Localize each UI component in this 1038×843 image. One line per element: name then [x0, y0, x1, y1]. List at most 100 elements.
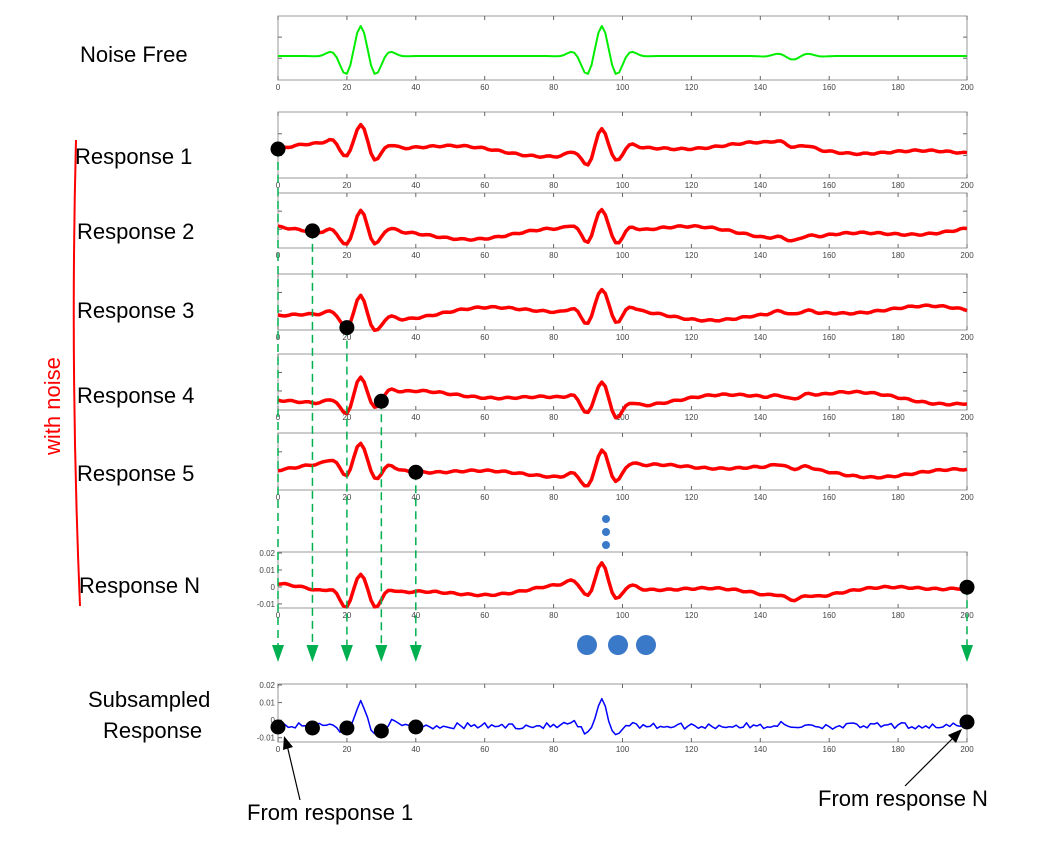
x-tick-label: 60 [480, 181, 489, 190]
x-tick-label: 140 [754, 333, 768, 342]
sample-dot [408, 464, 424, 480]
x-tick-label: 0 [276, 83, 281, 92]
label-response-n: Response N [79, 573, 200, 598]
x-tick-label: 200 [960, 333, 974, 342]
arrow-from-response-n [904, 735, 956, 787]
x-tick-label: 140 [754, 611, 768, 620]
x-tick-label: 160 [823, 413, 837, 422]
x-tick-label: 100 [616, 83, 630, 92]
x-tick-label: 80 [549, 251, 558, 260]
axes-box [277, 353, 968, 411]
x-tick-label: 120 [685, 251, 699, 260]
label-response-5: Response 5 [77, 461, 194, 486]
x-tick-label: 180 [891, 413, 905, 422]
response-signal [277, 441, 968, 488]
arrowhead-from-response-1 [283, 736, 293, 750]
y-tick-label: -0.01 [257, 734, 276, 743]
panel-noise-free: 0 20 40 60 80 100 120 140 160 180 200 [276, 15, 974, 92]
x-tick-label: 80 [549, 745, 558, 754]
down-arrow-icon [409, 645, 422, 662]
x-tick-label: 120 [685, 413, 699, 422]
x-tick-label: 180 [891, 745, 905, 754]
response-signal [277, 287, 968, 333]
x-tick-label: 100 [616, 251, 630, 260]
label-response-3: Response 3 [77, 298, 194, 323]
x-tick-label: 160 [823, 83, 837, 92]
down-arrow-icon [306, 645, 319, 662]
sample-dot [373, 393, 389, 409]
x-tick-label: 140 [754, 83, 768, 92]
x-tick-label: 0 [276, 181, 281, 190]
axes-box [277, 111, 968, 179]
sample-dot [270, 141, 286, 157]
x-tick-label: 60 [480, 493, 489, 502]
x-tick-label: 80 [549, 333, 558, 342]
x-tick-label: 120 [685, 181, 699, 190]
x-tick-label: 100 [616, 181, 630, 190]
noise-free-signal [278, 25, 967, 75]
subsampled-dot [408, 719, 424, 735]
x-tick-label: 20 [342, 251, 351, 260]
response-signal [277, 122, 968, 167]
x-tick-label: 100 [616, 745, 630, 754]
x-tick-label: 120 [685, 83, 699, 92]
x-tick-label: 0 [276, 745, 281, 754]
y-tick-label: 0.02 [259, 549, 275, 558]
label-response-1: Response 1 [75, 144, 192, 169]
x-tick-label: 200 [960, 493, 974, 502]
vertical-ellipsis-dot [602, 515, 610, 523]
panel-response-n: 0204060801001201401601802000.020.010-0.0… [257, 549, 974, 620]
x-tick-label: 120 [685, 333, 699, 342]
x-tick-label: 140 [754, 745, 768, 754]
x-tick-label: 40 [411, 745, 420, 754]
x-tick-label: 0 [276, 611, 281, 620]
x-tick-label: 200 [960, 181, 974, 190]
x-tick-label: 40 [411, 413, 420, 422]
y-tick-label: 0.01 [259, 566, 275, 575]
x-tick-label: 40 [411, 181, 420, 190]
subsampled-dot [959, 714, 975, 730]
x-tick-label: 200 [960, 413, 974, 422]
x-tick-label: 80 [549, 413, 558, 422]
down-arrow-icon [375, 645, 388, 662]
y-tick-label: -0.01 [257, 600, 276, 609]
down-arrow-icon [961, 645, 973, 662]
x-tick-label: 40 [411, 83, 420, 92]
axes-box [277, 273, 968, 331]
x-tick-label: 140 [754, 413, 768, 422]
response-signal [277, 561, 968, 609]
subsampled-dot [304, 720, 320, 736]
x-tick-label: 20 [342, 181, 351, 190]
down-arrow-icon [272, 645, 284, 662]
vertical-ellipsis-dot [602, 528, 610, 536]
x-tick-label: 200 [960, 745, 974, 754]
horizontal-ellipsis-dot [608, 635, 628, 655]
x-tick-label: 80 [549, 83, 558, 92]
x-tick-label: 40 [411, 251, 420, 260]
x-tick-label: 140 [754, 493, 768, 502]
response-signal [277, 375, 968, 420]
x-tick-label: 60 [480, 333, 489, 342]
x-tick-label: 160 [823, 251, 837, 260]
down-arrow-icon [340, 645, 353, 662]
panel-response-1: 0 20 40 60 80 100 120 140 160 180 200 [276, 111, 974, 190]
label-with-noise: with noise [40, 357, 65, 456]
vertical-ellipsis-dot [602, 541, 610, 549]
x-tick-label: 60 [480, 413, 489, 422]
label-subsampled-1: Subsampled [88, 687, 210, 712]
y-tick-label: 0.02 [259, 681, 275, 690]
sample-dot [339, 320, 355, 336]
y-tick-label: 0 [271, 716, 276, 725]
x-tick-label: 20 [342, 413, 351, 422]
arrow-from-response-1 [286, 744, 301, 801]
sample-dot [959, 579, 975, 595]
x-tick-label: 20 [342, 333, 351, 342]
x-tick-label: 100 [616, 413, 630, 422]
x-tick-label: 180 [891, 493, 905, 502]
x-tick-label: 20 [342, 83, 351, 92]
x-tick-label: 100 [616, 611, 630, 620]
